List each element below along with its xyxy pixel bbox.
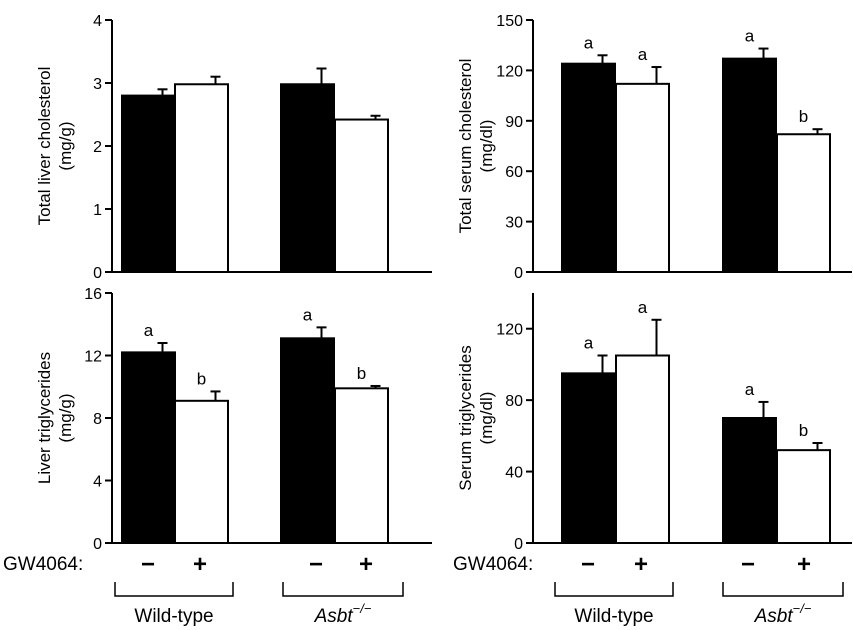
- y-tick-label: 3: [93, 76, 102, 93]
- minus-sign: −: [741, 551, 755, 578]
- bar-treated: [174, 83, 229, 274]
- group-label-asbt-superscript: −/−: [793, 601, 812, 616]
- chart-panel-3: 0 4 8 12 16 Liver triglycerides (mg/g) a b a b: [35, 286, 432, 553]
- y-axis-title-line: (mg/g): [56, 393, 75, 442]
- treatment-label: GW4064:: [3, 554, 83, 575]
- y-tick-label: 2: [93, 139, 102, 156]
- bar-treated: [334, 118, 389, 274]
- chart-panel-1: 0 1 2 3 4 Total liver cholesterol (mg/g): [35, 13, 432, 282]
- group-label-asbt: Asbt−/−: [314, 601, 372, 627]
- bar-treated: [615, 354, 670, 544]
- treatment-annotation-2: GW4064: − + − + Wild-type Asbt−/−: [453, 551, 844, 627]
- y-axis-title: Total liver cholesterol (mg/g): [35, 67, 75, 226]
- y-axis-title-line: (mg/dl): [477, 120, 496, 173]
- significance-label: a: [144, 321, 154, 340]
- y-axis-title-line: Total liver cholesterol: [35, 67, 54, 226]
- group-bracket-wildtype: [114, 582, 234, 597]
- bar-untreated: [280, 337, 335, 544]
- significance-label: a: [638, 298, 648, 317]
- y-tick-label: 0: [93, 265, 102, 282]
- y-axis-title-line: (mg/dl): [477, 392, 496, 445]
- bar-untreated: [561, 372, 616, 544]
- plus-sign: +: [797, 551, 811, 578]
- significance-label: a: [584, 33, 594, 52]
- minus-sign: −: [309, 551, 323, 578]
- y-tick-label: 4: [93, 474, 102, 491]
- significance-label: b: [799, 107, 808, 126]
- y-axis-title-line: Serum triglycerides: [456, 345, 475, 491]
- significance-label: a: [638, 45, 648, 64]
- y-axis-title: Total serum cholesterol (mg/dl): [456, 59, 496, 234]
- y-tick-label: 0: [514, 536, 523, 553]
- plus-sign: +: [193, 551, 207, 578]
- bar-treated: [776, 133, 831, 273]
- y-tick-label: 16: [84, 286, 102, 303]
- y-axis-title: Liver triglycerides (mg/g): [35, 352, 75, 484]
- bar-untreated: [280, 83, 335, 274]
- y-tick-label: 80: [505, 393, 523, 410]
- group-label-asbt-name: Asbt: [314, 606, 354, 627]
- y-axis-title-line: (mg/g): [56, 121, 75, 170]
- y-tick-label: 4: [93, 13, 102, 30]
- significance-label: a: [584, 334, 594, 353]
- bar-untreated: [722, 57, 777, 273]
- y-tick-label: 150: [496, 13, 523, 30]
- y-tick-label: 120: [496, 63, 523, 80]
- bar-untreated: [121, 351, 176, 544]
- bar-treated: [615, 82, 670, 273]
- significance-label: b: [357, 364, 366, 383]
- treatment-label: GW4064:: [453, 554, 533, 575]
- group-bracket-asbt: [282, 582, 404, 597]
- bar-treated: [776, 449, 831, 544]
- group-bracket-wildtype: [554, 582, 674, 597]
- group-label-asbt-superscript: −/−: [353, 601, 372, 616]
- significance-label: a: [745, 380, 755, 399]
- group-label-wildtype: Wild-type: [134, 606, 213, 627]
- significance-label: b: [799, 421, 808, 440]
- bar-treated: [334, 387, 389, 544]
- y-tick-label: 8: [93, 411, 102, 428]
- chart-panel-2: 0 30 60 90 120 150 Total serum cholesterol (mg/…: [456, 13, 852, 282]
- significance-label: b: [197, 369, 206, 388]
- y-tick-label: 40: [505, 465, 523, 482]
- group-label-asbt-name: Asbt: [754, 606, 794, 627]
- significance-label: a: [303, 305, 313, 324]
- y-tick-label: 12: [84, 349, 102, 366]
- y-axis-title: Serum triglycerides (mg/dl): [456, 345, 496, 491]
- y-tick-label: 1: [93, 202, 102, 219]
- treatment-annotation-1: GW4064: − + − + Wild-type Asbt−/−: [3, 551, 404, 627]
- y-tick-label: 120: [496, 322, 523, 339]
- plus-sign: +: [359, 551, 373, 578]
- minus-sign: −: [581, 551, 595, 578]
- y-axis-title-line: Total serum cholesterol: [456, 59, 475, 234]
- y-tick-label: 90: [505, 114, 523, 131]
- bar-untreated: [561, 62, 616, 274]
- bar-untreated: [121, 94, 176, 273]
- y-tick-label: 30: [505, 215, 523, 232]
- significance-label: a: [745, 27, 755, 46]
- group-label-asbt: Asbt−/−: [754, 601, 812, 627]
- plus-sign: +: [634, 551, 648, 578]
- y-tick-label: 0: [93, 536, 102, 553]
- y-tick-label: 0: [514, 265, 523, 282]
- minus-sign: −: [141, 551, 155, 578]
- bar-treated: [174, 399, 229, 544]
- y-axis-title-line: Liver triglycerides: [35, 352, 54, 484]
- group-label-wildtype: Wild-type: [574, 606, 653, 627]
- group-bracket-asbt: [722, 582, 844, 597]
- bar-untreated: [722, 417, 777, 544]
- y-tick-label: 60: [505, 164, 523, 181]
